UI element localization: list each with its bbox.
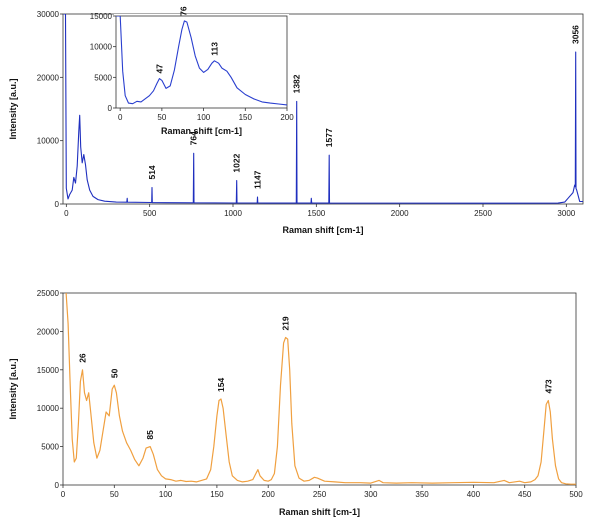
- peak-label: 3056: [571, 25, 581, 44]
- x-tick-label: 50: [157, 113, 166, 122]
- x-tick-label: 1500: [307, 209, 325, 218]
- y-tick-label: 30000: [37, 10, 60, 19]
- peak-label: 1022: [232, 153, 242, 172]
- y-tick-label: 15000: [90, 12, 113, 21]
- y-axis-label: Intensity [a.u.]: [8, 78, 18, 139]
- x-tick-label: 2500: [474, 209, 492, 218]
- series-line: [116, 16, 287, 106]
- plot-frame: [62, 13, 584, 205]
- y-tick-label: 10000: [90, 43, 113, 52]
- peak-label: 514: [147, 165, 157, 179]
- chart-panel-1: 0 5000 10000 15000 0 50 100 150 200 Raman shift […: [90, 6, 294, 136]
- y-tick-label: 0: [55, 481, 60, 490]
- peak-label: 1382: [292, 74, 302, 93]
- x-tick-label: 1000: [224, 209, 242, 218]
- x-tick-label: 200: [262, 490, 276, 499]
- x-tick-label: 100: [197, 113, 211, 122]
- x-tick-label: 150: [210, 490, 224, 499]
- x-axis-label: Raman shift [cm-1]: [279, 507, 360, 517]
- x-axis-label: Raman shift [cm-1]: [282, 225, 363, 235]
- x-tick-label: 300: [364, 490, 378, 499]
- x-tick-label: 3000: [557, 209, 575, 218]
- plot-frame: [115, 15, 288, 109]
- peak-label: 113: [209, 42, 219, 56]
- peak-label: 1577: [324, 128, 334, 147]
- x-axis-label: Raman shift [cm-1]: [161, 126, 242, 136]
- peak-label: 47: [154, 64, 164, 74]
- x-tick-label: 500: [143, 209, 157, 218]
- x-tick-label: 100: [159, 490, 173, 499]
- plot-frame: [62, 292, 577, 486]
- peak-label: 1147: [253, 170, 263, 189]
- x-tick-label: 500: [569, 490, 583, 499]
- inset-background: [114, 14, 289, 110]
- x-tick-label: 0: [64, 209, 69, 218]
- peak-label: 473: [543, 379, 553, 393]
- y-tick-label: 20000: [37, 73, 60, 82]
- y-tick-label: 10000: [37, 404, 60, 413]
- x-tick-label: 0: [61, 490, 66, 499]
- x-tick-label: 0: [118, 113, 123, 122]
- y-tick-label: 10000: [37, 137, 60, 146]
- x-tick-label: 150: [239, 113, 253, 122]
- x-tick-label: 400: [467, 490, 481, 499]
- y-tick-label: 0: [108, 104, 113, 113]
- y-tick-label: 20000: [37, 327, 60, 336]
- y-tick-label: 15000: [37, 366, 60, 375]
- x-tick-label: 350: [415, 490, 429, 499]
- y-tick-label: 25000: [37, 289, 60, 298]
- chart-panel-2: 0 5000 10000 15000 20000 25000 0 50 100 150 200 250…: [8, 289, 583, 517]
- peak-label: 219: [281, 316, 291, 330]
- x-tick-label: 250: [313, 490, 327, 499]
- y-tick-label: 5000: [41, 443, 59, 452]
- y-axis-label: Intensity [a.u.]: [8, 358, 18, 419]
- peak-label: 85: [145, 430, 155, 440]
- x-tick-label: 2000: [391, 209, 409, 218]
- peak-label: 26: [77, 353, 87, 363]
- peak-label: 50: [109, 368, 119, 378]
- x-tick-label: 200: [280, 113, 294, 122]
- series-line: [65, 293, 576, 485]
- peak-label: 154: [216, 378, 226, 392]
- x-tick-label: 450: [518, 490, 532, 499]
- y-tick-label: 5000: [94, 73, 112, 82]
- series-line: [63, 14, 583, 204]
- x-tick-label: 50: [110, 490, 119, 499]
- peak-label: 764: [189, 131, 199, 145]
- y-tick-label: 0: [55, 200, 60, 209]
- peak-label: 76: [179, 6, 189, 16]
